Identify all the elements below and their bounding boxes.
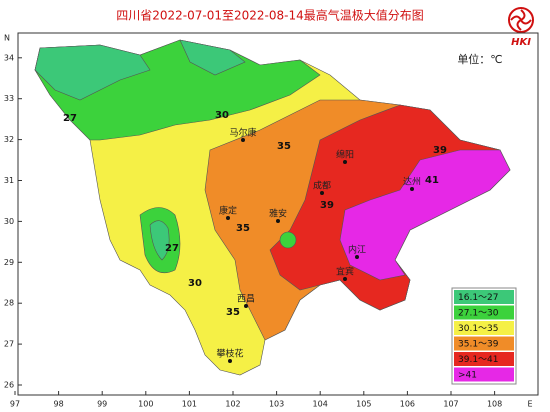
contour-label: 41	[425, 175, 439, 186]
city-dot	[244, 304, 248, 308]
logo-text: HKI	[511, 37, 531, 48]
contour-label: 30	[215, 110, 229, 121]
legend-swatch	[454, 336, 514, 351]
city-label: 攀枝花	[216, 348, 243, 360]
legend-label: 27.1～30	[458, 309, 499, 319]
unit-label: 单位：℃	[457, 52, 502, 66]
city-dot	[343, 160, 347, 164]
city-dot	[355, 255, 359, 259]
y-tick-label: 31	[4, 176, 14, 185]
x-tick-label: 98	[54, 400, 64, 409]
city-dot	[343, 277, 347, 281]
legend-swatch	[454, 290, 514, 304]
y-tick-label: 26	[4, 381, 14, 390]
city-dot	[320, 191, 324, 195]
legend-swatch	[454, 321, 514, 335]
y-tick-label: 29	[4, 258, 14, 267]
legend-label: 16.1～27	[458, 293, 499, 303]
city-label: 绵阳	[336, 149, 354, 161]
contour-label: 39	[433, 145, 447, 156]
x-tick-label: 108	[487, 400, 502, 409]
legend-label: >41	[458, 371, 477, 381]
x-tick-label: 104	[313, 400, 328, 409]
city-label: 西昌	[237, 294, 255, 305]
city-dot	[241, 138, 245, 142]
city-label: 雅安	[269, 208, 287, 220]
city-label: 成都	[313, 180, 331, 192]
x-tick-label: 101	[182, 400, 197, 409]
city-label: 康定	[219, 205, 237, 217]
legend-swatch	[454, 305, 514, 320]
y-tick-label: 34	[4, 53, 14, 62]
contour-label: 35	[226, 307, 240, 318]
x-tick-label: 105	[356, 400, 371, 409]
legend: 16.1～27 27.1～30 30.1～35 35.1～39 39.1～41 >41	[451, 287, 517, 385]
contour-label: 35	[236, 223, 250, 234]
legend-swatch	[454, 352, 514, 366]
city-dot	[410, 187, 414, 191]
x-tick-label: 103	[269, 400, 284, 409]
contour-label: 30	[188, 278, 202, 289]
logo: HKI	[508, 7, 534, 48]
y-tick-label: 27	[4, 340, 14, 349]
contour-label: 39	[320, 200, 334, 211]
city-dot	[228, 359, 232, 363]
city-label: 宜宾	[336, 266, 354, 278]
city-label: 达州	[403, 176, 421, 188]
city-label: 马尔康	[229, 127, 256, 139]
x-tick-label: 102	[225, 400, 240, 409]
city-dot	[226, 216, 230, 220]
y-tick-label: 33	[4, 94, 14, 103]
map-title: 四川省2022-07-01至2022-08-14最高气温极大值分布图	[116, 8, 423, 23]
contour-label: 27	[165, 243, 179, 254]
x-tick-label: 97	[10, 400, 20, 409]
city-label: 内江	[348, 244, 366, 256]
x-tick-label: 99	[97, 400, 107, 409]
legend-label: 35.1～39	[458, 340, 499, 350]
x-tick-label: 100	[138, 400, 153, 409]
x-tick-label: 106	[400, 400, 415, 409]
region-shapes	[34, 39, 511, 376]
x-axis-label: E	[527, 400, 532, 409]
legend-label: 39.1～41	[458, 355, 499, 365]
contour-label: 27	[63, 113, 77, 124]
y-tick-label: 32	[4, 135, 14, 144]
city-dot	[276, 219, 280, 223]
y-axis-label: N	[4, 34, 10, 43]
y-tick-label: 30	[4, 217, 14, 226]
ticks: 97 98 99 100 101 102 103 104 105 106 107 108 26 27 28 2…	[4, 34, 533, 409]
legend-label: 30.1～35	[458, 324, 499, 334]
map-frame	[17, 32, 539, 396]
contour-label: 35	[277, 141, 291, 152]
legend-swatch	[454, 367, 514, 382]
x-tick-label: 107	[443, 400, 458, 409]
y-tick-label: 28	[4, 299, 14, 308]
